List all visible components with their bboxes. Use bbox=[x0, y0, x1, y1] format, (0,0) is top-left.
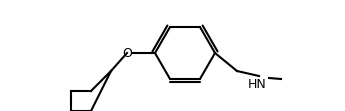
Text: O: O bbox=[122, 47, 132, 59]
Text: HN: HN bbox=[248, 77, 266, 90]
